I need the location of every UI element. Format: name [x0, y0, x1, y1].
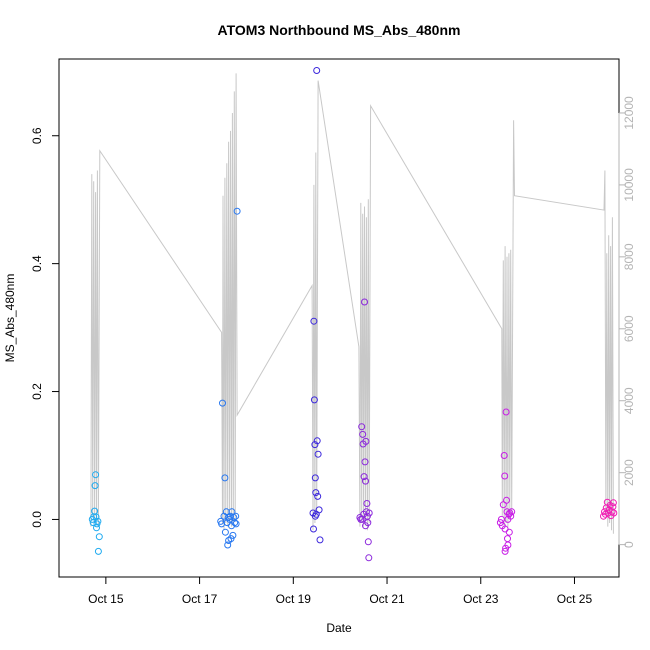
right-tick-label: 6000 [622, 315, 636, 342]
data-point [314, 450, 322, 458]
data-point [310, 525, 317, 533]
right-tick-label: 8000 [622, 243, 636, 270]
data-point [219, 399, 226, 407]
data-point [504, 541, 512, 549]
data-point [232, 520, 240, 528]
data-point [500, 452, 508, 459]
data-point [313, 437, 321, 445]
data-point [365, 509, 373, 517]
data-point [311, 512, 319, 520]
chart-title: ATOM3 Northbound MS_Abs_480nm [218, 22, 461, 38]
y-axis: 0.0 0.2 0.4 0.6 [30, 127, 60, 528]
data-point [224, 541, 232, 549]
x-tick-label: Oct 25 [557, 592, 593, 606]
data-point [505, 528, 513, 536]
data-point [91, 482, 99, 490]
data-point [507, 512, 515, 520]
data-point [310, 317, 318, 325]
data-point [361, 298, 368, 306]
data-point [314, 492, 322, 500]
data-point [226, 515, 234, 523]
data-point [508, 508, 516, 516]
absorption-points [88, 67, 618, 562]
data-point [311, 474, 319, 482]
x-tick-label: Oct 15 [88, 592, 124, 606]
y-tick-label: 0.6 [30, 127, 44, 144]
data-point [232, 512, 240, 520]
data-point [221, 528, 229, 536]
data-point [315, 506, 323, 514]
right-tick-label: 2000 [622, 459, 636, 486]
data-point [231, 519, 239, 527]
data-point [230, 514, 238, 521]
y-axis-label: MS_Abs_480nm [3, 274, 17, 363]
y-tick-label: 0.4 [30, 255, 44, 272]
right-tick-label: 4000 [622, 387, 636, 414]
data-point [502, 408, 510, 416]
data-point [504, 535, 511, 543]
data-point [609, 499, 617, 507]
data-point [360, 473, 368, 481]
data-point [93, 524, 100, 532]
data-point [610, 509, 618, 517]
data-point [227, 512, 234, 520]
data-point [95, 533, 103, 541]
data-point [94, 517, 102, 525]
right-y-axis: 0 2000 4000 6000 8000 10000 12000 [618, 96, 636, 548]
x-tick-label: Oct 21 [369, 592, 405, 606]
plot-frame [58, 58, 620, 578]
data-point [501, 472, 509, 480]
data-point [311, 441, 319, 449]
data-point [227, 535, 235, 543]
x-tick-label: Oct 19 [276, 592, 312, 606]
data-point [362, 437, 370, 445]
data-point [506, 509, 514, 517]
y-tick-label: 0.0 [30, 511, 44, 528]
data-point [92, 471, 100, 479]
right-tick-label: 12000 [622, 96, 636, 130]
data-point [359, 430, 367, 438]
data-point [501, 547, 509, 555]
data-point [310, 396, 318, 404]
data-point [233, 207, 241, 215]
data-point [361, 458, 369, 466]
right-tick-label: 10000 [622, 168, 636, 202]
data-point [312, 489, 320, 497]
x-axis-label: Date [326, 621, 352, 635]
data-point [94, 547, 102, 555]
data-point [365, 554, 373, 562]
data-point [364, 538, 372, 546]
data-point [358, 515, 366, 523]
data-point [362, 477, 369, 485]
data-point [600, 512, 607, 520]
x-axis: Oct 15 Oct 17 Oct 19 Oct 21 Oct 23 Oct 25 [88, 576, 593, 606]
data-point [92, 513, 100, 521]
altitude-line [90, 73, 614, 534]
altitude-series [90, 73, 614, 534]
y-tick-label: 0.2 [30, 383, 44, 400]
data-point [363, 500, 371, 507]
right-tick-label: 0 [622, 541, 636, 548]
x-tick-label: Oct 17 [182, 592, 218, 606]
data-point [503, 496, 510, 504]
data-point [316, 536, 324, 544]
data-point [358, 423, 366, 431]
data-point [362, 522, 369, 530]
data-point [313, 67, 321, 74]
data-point [608, 508, 616, 516]
x-tick-label: Oct 23 [463, 592, 499, 606]
data-point [221, 474, 229, 482]
